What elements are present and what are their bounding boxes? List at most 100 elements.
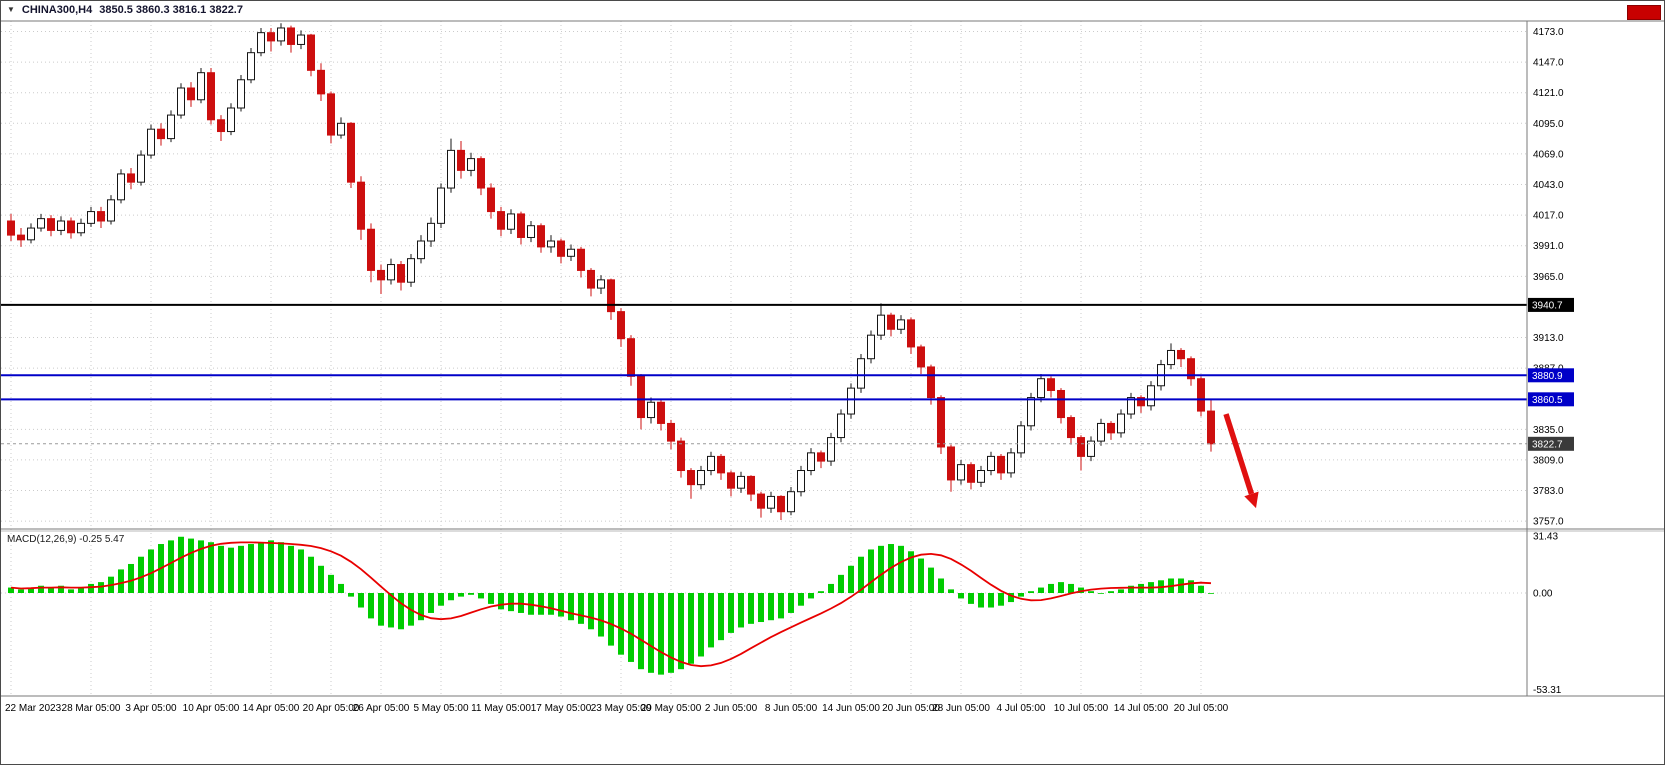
chart-expand-icon[interactable]: ▼ (7, 5, 15, 14)
macd-histogram-bar (728, 593, 734, 633)
macd-histogram-bar (288, 545, 294, 593)
date-label: 2 Jun 05:00 (705, 703, 758, 714)
macd-histogram-bar (488, 593, 494, 604)
macd-histogram-bar (988, 593, 994, 608)
macd-histogram-bar (738, 593, 744, 628)
macd-histogram-bar (968, 593, 974, 604)
macd-histogram-bar (78, 587, 84, 593)
macd-histogram-bar (798, 593, 804, 606)
macd-histogram-bar (868, 549, 874, 593)
date-label: 22 Mar 2023 (5, 703, 62, 714)
macd-histogram-bar (48, 587, 54, 593)
date-label: 28 Mar 05:00 (62, 703, 121, 714)
macd-histogram-bar (228, 547, 234, 593)
candle-bull (847, 387, 855, 415)
date-label: 14 Apr 05:00 (243, 703, 300, 714)
macd-histogram-bar (178, 536, 184, 593)
candle-bull (1147, 385, 1155, 407)
macd-histogram-bar (1068, 583, 1074, 593)
macd-histogram-bar (358, 593, 364, 608)
chart-ohlc-label: 3850.5 3860.3 3816.1 3822.7 (99, 4, 243, 16)
macd-histogram-bar (858, 556, 864, 593)
candle-bear (357, 181, 365, 230)
candle-bear (347, 122, 355, 183)
macd-histogram-bar (298, 549, 304, 593)
macd-histogram-bar (628, 593, 634, 662)
candle-bull (427, 222, 435, 242)
candle-bull (57, 220, 65, 231)
candle-bull (1017, 425, 1025, 454)
candle-bear (677, 440, 685, 472)
macd-histogram-bar (448, 593, 454, 601)
price-tick-label: 4069.0 (1533, 149, 1564, 160)
macd-histogram-bar (258, 542, 264, 593)
date-label: 20 Jun 05:00 (882, 703, 940, 714)
price-tick-label: 3783.0 (1533, 486, 1564, 497)
macd-histogram-bar (238, 545, 244, 593)
date-label: 10 Apr 05:00 (183, 703, 240, 714)
candle-bear (817, 452, 825, 462)
candle-bear (577, 248, 585, 271)
macd-histogram-bar (18, 589, 24, 593)
macd-signal-line (10, 541, 1212, 668)
candle-bull (837, 413, 845, 439)
price-tick-label: 3991.0 (1533, 241, 1564, 252)
candle-bear (1107, 422, 1115, 434)
macd-histogram-bar (838, 574, 844, 593)
candle-bull (247, 52, 255, 81)
candle-bull (1097, 422, 1105, 442)
price-tick-label: 4147.0 (1533, 58, 1564, 69)
candle-bear (947, 446, 955, 481)
macd-histogram-bar (1018, 593, 1024, 597)
candle-bear (307, 34, 315, 71)
candle-bear (927, 366, 935, 399)
candle-bull (257, 32, 265, 54)
macd-histogram-bar (118, 569, 124, 593)
macd-histogram-bar (848, 565, 854, 593)
macd-histogram-bar (198, 540, 204, 593)
macd-histogram-bar (1118, 589, 1124, 593)
candle-bull (1167, 349, 1175, 366)
date-label: 4 Jul 05:00 (997, 703, 1046, 714)
macd-histogram-bar (958, 593, 964, 599)
candle-bear (997, 455, 1005, 474)
date-label: 20 Apr 05:00 (303, 703, 360, 714)
macd-histogram-bar (1038, 587, 1044, 593)
date-label: 28 Jun 05:00 (932, 703, 990, 714)
candle-bull (867, 334, 875, 360)
macd-histogram-bar (338, 583, 344, 593)
alert-badge[interactable] (1627, 5, 1661, 20)
candle-bull (407, 258, 415, 283)
macd-histogram-bar (208, 542, 214, 593)
price-level-badge (1528, 392, 1574, 407)
candle-bull (37, 218, 45, 229)
macd-histogram-bar (718, 593, 724, 641)
candle-bull (87, 211, 95, 224)
candle-bear (1077, 437, 1085, 457)
macd-histogram-bar (578, 593, 584, 624)
candle-bull (987, 455, 995, 472)
candle-bear (47, 218, 55, 231)
macd-histogram-bar (1098, 593, 1104, 594)
macd-histogram-bar (1178, 578, 1184, 593)
macd-histogram-bar (1028, 591, 1034, 593)
macd-histogram-bar (1008, 593, 1014, 603)
candle-bull (1087, 440, 1095, 457)
candle-bull (337, 122, 345, 136)
macd-histogram-bar (1088, 591, 1094, 593)
candle-bull (147, 128, 155, 156)
macd-histogram-bar (328, 574, 334, 593)
date-label: 3 Apr 05:00 (125, 703, 177, 714)
macd-histogram-bar (878, 545, 884, 593)
macd-histogram-bar (1078, 587, 1084, 593)
candle-bear (327, 93, 335, 136)
candle-bull (877, 314, 885, 336)
candle-bull (177, 87, 185, 116)
date-label: 29 May 05:00 (641, 703, 702, 714)
price-level-badge-label: 3940.7 (1532, 300, 1563, 311)
price-tick-label: 3913.0 (1533, 333, 1564, 344)
macd-histogram-bar (148, 549, 154, 593)
candle-bull (827, 437, 835, 462)
candle-bull (197, 72, 205, 101)
